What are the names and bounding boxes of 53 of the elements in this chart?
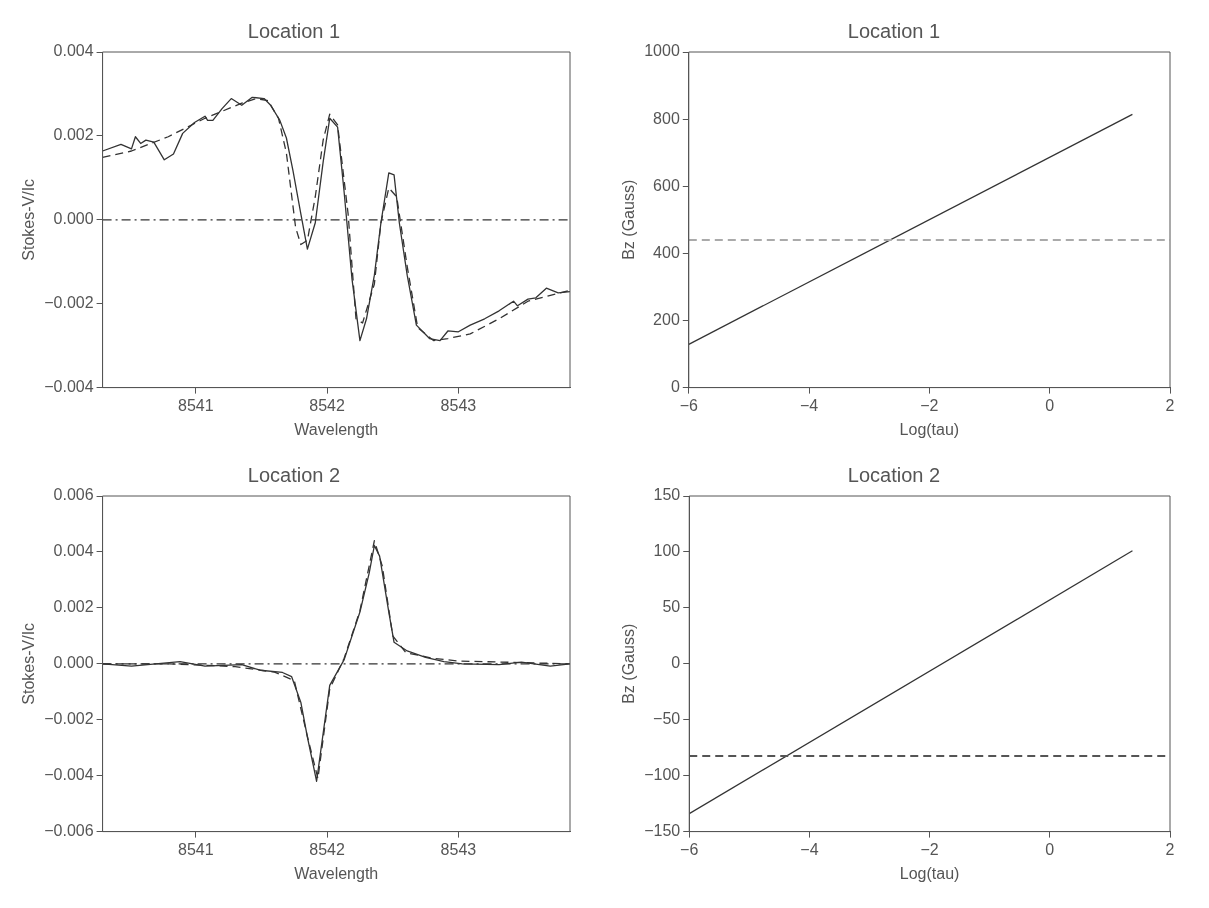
chart-title: Location 1	[247, 19, 341, 42]
x-tick-label: −6	[679, 396, 699, 414]
y-tick-label: 0	[670, 378, 680, 396]
x-axis-title: Wavelength	[294, 420, 379, 438]
x-tick-label: 0	[1045, 396, 1055, 414]
x-tick-label: 8542	[309, 396, 345, 414]
y-tick-label: −50	[653, 710, 681, 728]
x-axis-title: Wavelength	[294, 864, 379, 882]
y-tick-label: 0.002	[53, 598, 94, 616]
y-tick-label: 0.002	[53, 126, 94, 144]
x-tick-label: 8543	[440, 396, 477, 414]
y-tick-label: −0.002	[44, 710, 94, 728]
y-tick-label: 50	[662, 598, 681, 616]
y-tick-label: 0.000	[53, 210, 94, 228]
y-tick-label: 400	[653, 243, 680, 261]
x-tick-label: 2	[1165, 840, 1175, 858]
x-tick-label: −2	[920, 840, 939, 858]
x-tick-label: 8542	[309, 840, 345, 858]
chart-title: Location 1	[847, 19, 941, 42]
y-tick-label: 1000	[644, 42, 680, 60]
y-tick-label: 600	[653, 176, 680, 194]
x-tick-label: 0	[1045, 840, 1055, 858]
y-tick-label: 0.004	[53, 542, 94, 560]
y-tick-label: 0.006	[53, 486, 94, 504]
y-tick-label: −100	[644, 766, 681, 784]
y-tick-label: −150	[644, 822, 681, 840]
x-tick-label: 2	[1165, 396, 1175, 414]
y-tick-label: −0.004	[44, 378, 94, 396]
y-axis-title: Bz (Gauss)	[620, 179, 638, 260]
x-axis-title: Log(tau)	[899, 864, 960, 882]
y-tick-label: 0.000	[53, 654, 94, 672]
x-tick-label: −4	[799, 396, 819, 414]
y-tick-label: −0.002	[44, 294, 94, 312]
y-tick-label: −0.004	[44, 766, 94, 784]
y-tick-label: 150	[653, 486, 681, 504]
y-tick-label: 0	[671, 654, 681, 672]
x-tick-label: 8541	[178, 396, 214, 414]
y-axis-title: Stokes-V/Ic	[20, 178, 38, 261]
y-tick-label: 0.004	[53, 42, 94, 60]
x-tick-label: 8543	[440, 840, 477, 858]
y-tick-label: 100	[653, 542, 681, 560]
x-axis-title: Log(tau)	[899, 420, 960, 438]
y-tick-label: 200	[653, 310, 680, 328]
x-tick-label: −6	[680, 840, 699, 858]
chart-title: Location 2	[247, 463, 341, 486]
y-axis-title: Stokes-V/Ic	[20, 622, 38, 705]
x-tick-label: −4	[800, 840, 819, 858]
y-tick-label: −0.006	[44, 822, 94, 840]
y-axis-title: Bz (Gauss)	[620, 623, 638, 704]
chart-title: Location 2	[847, 463, 941, 486]
x-tick-label: 8541	[178, 840, 214, 858]
y-tick-label: 800	[653, 109, 680, 127]
x-tick-label: −2	[920, 396, 939, 414]
